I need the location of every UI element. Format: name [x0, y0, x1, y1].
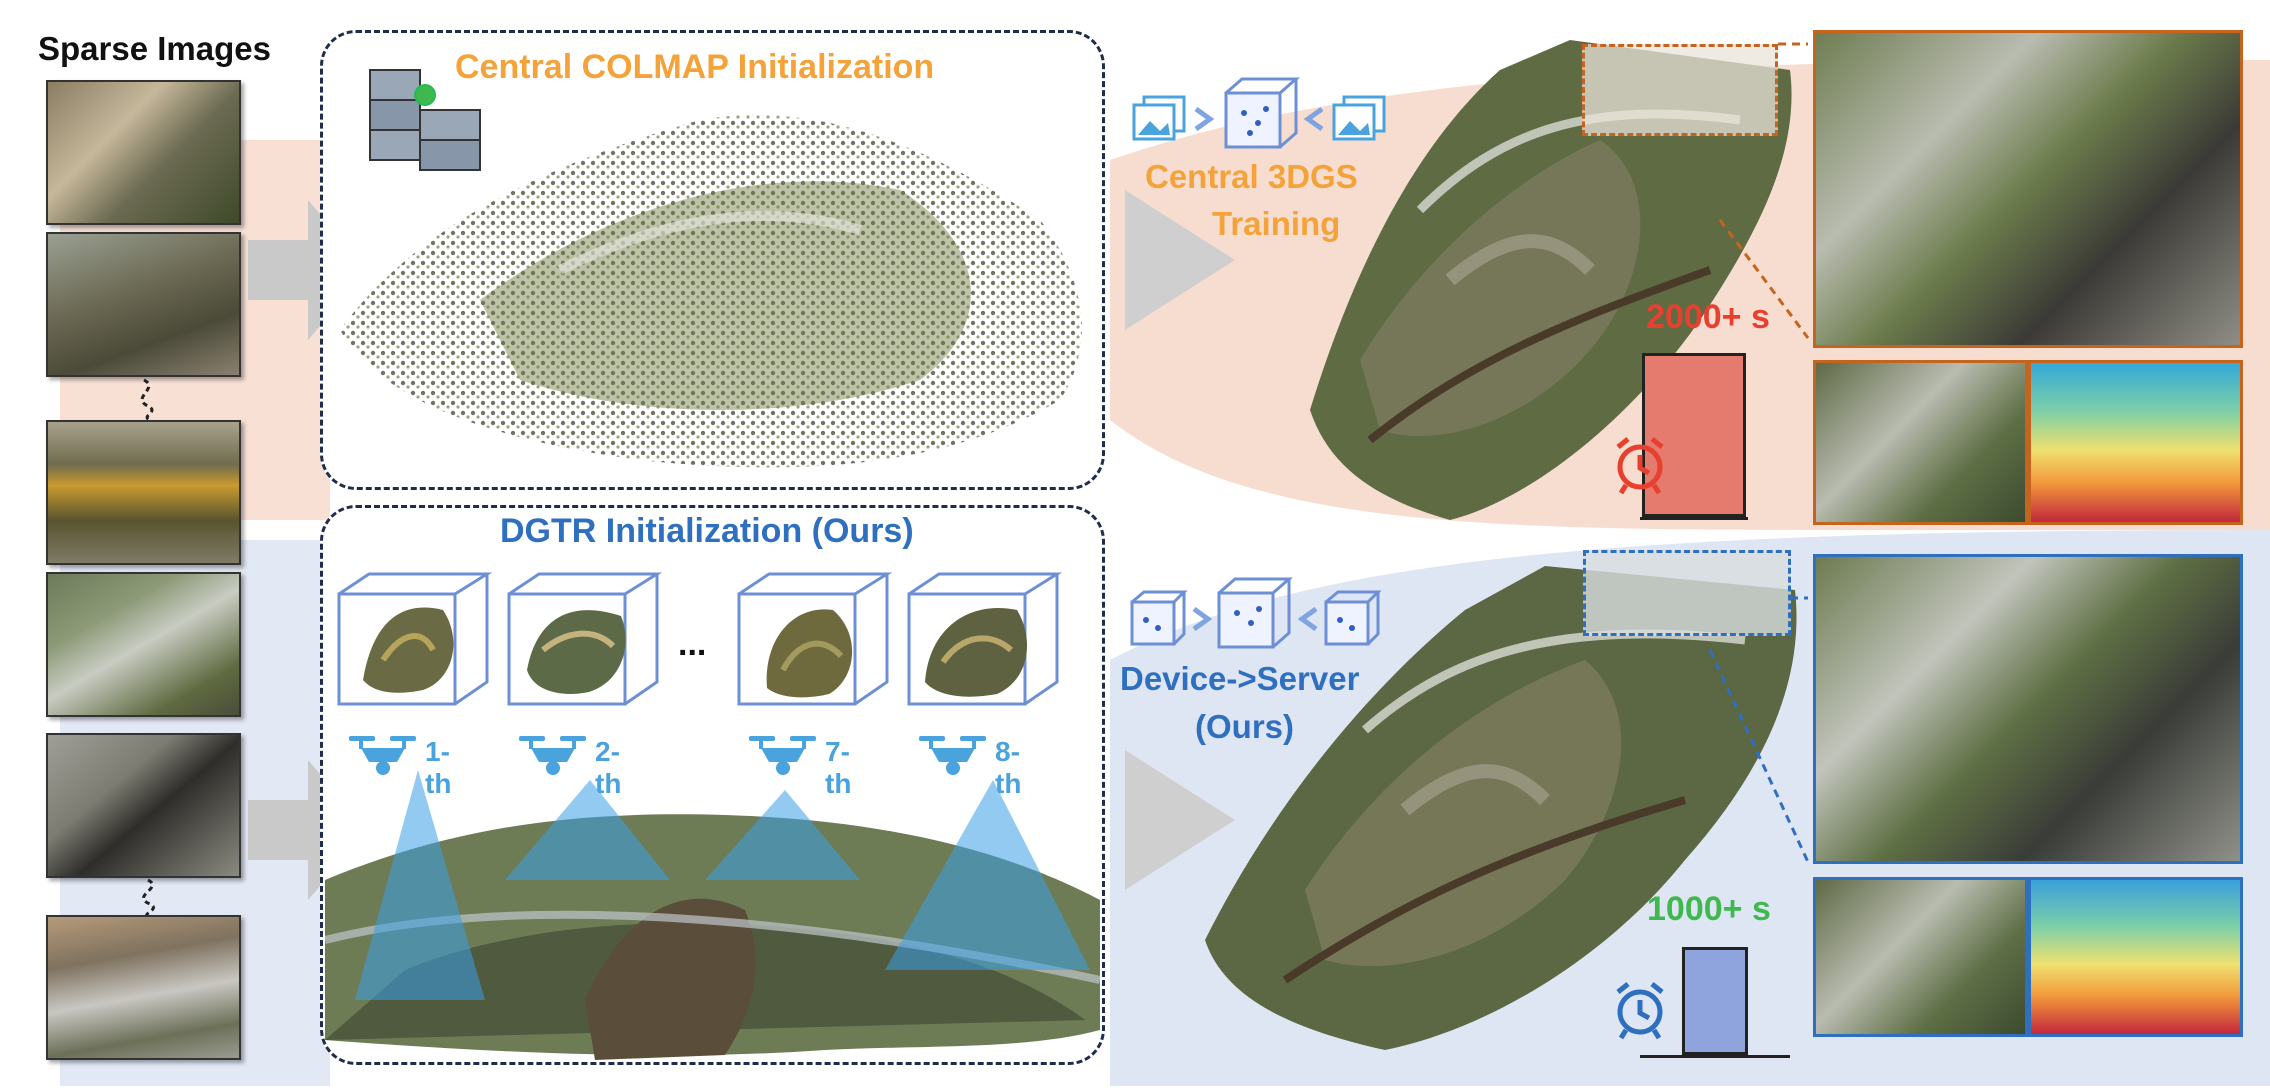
sparse-image-thumbnail [46, 80, 241, 225]
central-training-label-line2: Training [1212, 205, 1341, 242]
central-depth-view [2028, 360, 2243, 525]
central-training-label-line1: Central 3DGS [1145, 158, 1358, 195]
sparse-image-thumbnail [46, 733, 241, 878]
dgtr-depth-view [2028, 877, 2243, 1037]
chevron-right-icon [1192, 106, 1216, 136]
sparse-image-thumbnail [46, 915, 241, 1060]
drone-label: 7-th [825, 736, 852, 799]
drone-icon [749, 736, 816, 775]
zoom-connector [1700, 590, 1820, 875]
flow-arrow [1125, 710, 1235, 935]
image-stack-icon [1330, 95, 1390, 150]
image-stack-icon [1130, 95, 1190, 150]
ellipsis: ... [678, 625, 707, 663]
sparse-point-cloud [340, 100, 1100, 485]
drone-scene-render [324, 770, 1101, 1065]
alarm-clock-icon [1612, 435, 1668, 500]
drone-icon [519, 736, 586, 775]
drone-icon [349, 736, 416, 775]
drone-label: 2-th [595, 736, 622, 799]
axis-line [1640, 517, 1748, 520]
sparse-image-thumbnail [46, 572, 241, 717]
dgtr-time-label: 1000+ s [1647, 890, 1771, 928]
server-icon [360, 50, 500, 195]
point-cloud-cube-icon [1128, 588, 1188, 653]
central-time-bar [1642, 353, 1746, 517]
colmap-title: Central COLMAP Initialization [455, 48, 935, 86]
chevron-left-icon [1302, 106, 1326, 136]
drone-1: 1-th [345, 730, 451, 799]
local-model-cube [903, 570, 1063, 710]
drone-2: 2-th [515, 730, 621, 799]
device-server-label-line2: (Ours) [1195, 708, 1294, 745]
drone-icon [919, 736, 986, 775]
point-cloud-cube-icon [1213, 575, 1293, 660]
local-model-cube [333, 570, 493, 710]
flow-arrow [1125, 150, 1235, 375]
dgtr-time-bar [1682, 947, 1748, 1055]
drone-label: 8-th [995, 736, 1022, 799]
point-cloud-cube-icon [1220, 75, 1300, 160]
local-model-cube [503, 570, 663, 710]
axis-line [1640, 1055, 1790, 1058]
zoom-region-box [1583, 550, 1791, 636]
sparse-image-thumbnail [46, 420, 241, 565]
local-model-cube [733, 570, 893, 710]
device-server-label-line1: Device->Server [1120, 660, 1360, 697]
dgtr-3dgs-reconstruction [1185, 550, 1825, 1055]
chevron-left-icon [1296, 606, 1320, 636]
sparse-images-title: Sparse Images [38, 30, 271, 67]
connector-squiggle [130, 378, 170, 425]
dgtr-rgb-view [1813, 877, 2028, 1037]
connector-squiggle [130, 878, 170, 923]
drone-label: 1-th [425, 736, 452, 799]
chevron-right-icon [1190, 606, 1214, 636]
zoom-region-box [1582, 44, 1778, 136]
zoom-connector [1700, 30, 1820, 355]
central-rgb-view [1813, 360, 2028, 525]
dgtr-render-view [1813, 554, 2243, 864]
central-3dgs-reconstruction [1270, 30, 1810, 535]
dgtr-title: DGTR Initialization (Ours) [500, 512, 914, 550]
drone-8: 8-th [915, 730, 1021, 799]
point-cloud-cube-icon [1322, 588, 1382, 653]
sparse-image-thumbnail [46, 232, 241, 377]
central-time-label: 2000+ s [1646, 298, 1770, 336]
drone-7: 7-th [745, 730, 851, 799]
alarm-clock-icon [1612, 980, 1668, 1045]
central-render-view [1813, 30, 2243, 348]
